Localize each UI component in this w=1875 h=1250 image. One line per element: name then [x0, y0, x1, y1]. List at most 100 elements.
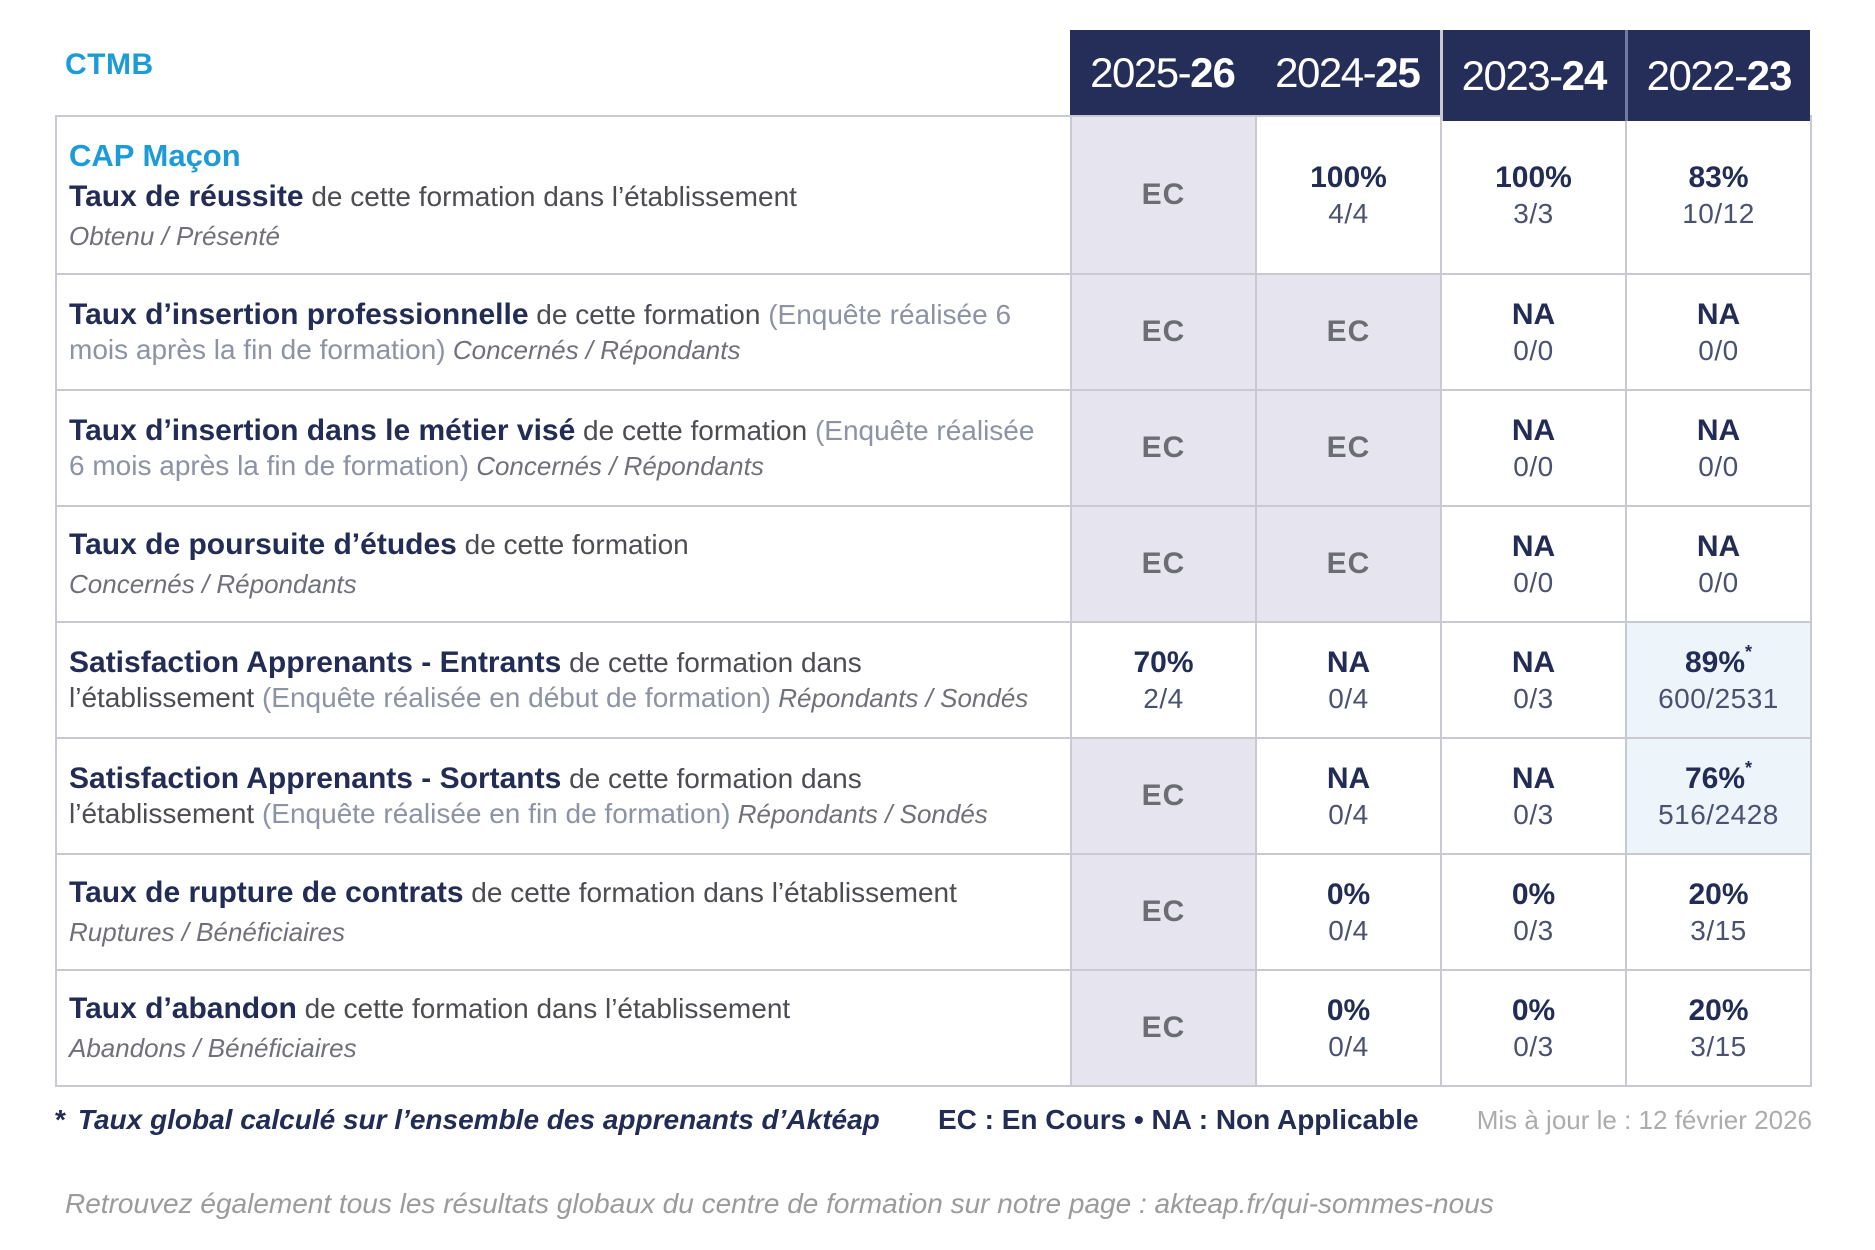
value-main: NA	[1511, 529, 1556, 563]
ec-value: EC	[1141, 315, 1186, 348]
row-label: CAP Maçon Taux de réussite de cette forma…	[57, 117, 1070, 273]
value-main: 20%	[1688, 877, 1749, 911]
value-cell: NA 0/4	[1255, 739, 1440, 853]
footnote: * Taux global calculé sur l’ensemble des …	[55, 1104, 880, 1136]
year-header-row: 2025- 26 2024- 25 2023- 24 2022- 23	[1070, 30, 1810, 121]
row-label: Taux d’insertion dans le métier visé de …	[57, 391, 1070, 505]
value-cell: EC	[1070, 391, 1255, 505]
ec-value: EC	[1141, 779, 1186, 812]
abbreviation-legend: EC : En Cours • NA : Non Applicable	[937, 1104, 1419, 1135]
value-cell: 0% 0/3	[1440, 855, 1625, 969]
value-fraction: 0/4	[1328, 798, 1369, 830]
value-fraction: 516/2428	[1658, 798, 1779, 830]
metric-desc: de cette formation dans l’établissement	[69, 646, 862, 714]
row-description: Taux d’insertion dans le métier visé de …	[69, 413, 1044, 484]
asterisk: *	[1745, 757, 1753, 778]
metric-sub: Concernés / Répondants	[468, 451, 764, 482]
asterisk: *	[1745, 641, 1753, 662]
value-cell: 83% 10/12	[1625, 117, 1810, 273]
table-row: Taux d’insertion dans le métier visé de …	[57, 389, 1810, 505]
program-title: CAP Maçon	[69, 138, 241, 174]
row-description: Taux de réussite de cette formation dans…	[69, 179, 1044, 216]
value-fraction: 0/4	[1328, 682, 1369, 714]
metric-paren: (Enquête réalisée 6 mois après la fin de…	[69, 298, 1012, 366]
value-cell: NA 0/3	[1440, 739, 1625, 853]
value-fraction: 2/4	[1143, 682, 1184, 714]
org-title: CTMB	[65, 48, 154, 81]
value-main: 83%	[1688, 160, 1749, 194]
metric-title: Taux d’insertion dans le métier visé	[69, 413, 576, 447]
row-description: Taux d’insertion professionnelle de cett…	[69, 297, 1044, 368]
value-fraction: 0/0	[1513, 566, 1554, 598]
metric-paren: (Enquête réalisée en début de formation)	[254, 682, 771, 714]
table-row: Satisfaction Apprenants - Entrants de ce…	[57, 621, 1810, 737]
year-header-solo-1: 2023- 24	[1443, 30, 1625, 121]
value-fraction: 0/0	[1698, 450, 1739, 482]
ec-value: EC	[1141, 547, 1186, 580]
table-row: Satisfaction Apprenants - Sortants de ce…	[57, 737, 1810, 853]
row-description: Satisfaction Apprenants - Entrants de ce…	[69, 645, 1044, 716]
year-header: 2024- 25	[1255, 30, 1440, 115]
value-fraction: 0/3	[1513, 1030, 1554, 1062]
metric-title: Taux de rupture de contrats	[69, 876, 464, 910]
value-cell: NA 0/0	[1625, 275, 1810, 389]
value-cell: EC	[1070, 117, 1255, 273]
value-fraction: 3/15	[1690, 1030, 1747, 1062]
year-bold: 23	[1746, 51, 1793, 99]
value-main: 0%	[1511, 993, 1556, 1027]
row-description: Taux de rupture de contrats de cette for…	[69, 875, 1044, 912]
metric-title: Taux de réussite	[69, 180, 304, 214]
bottom-note: Retrouvez également tous les résultats g…	[65, 1188, 1494, 1219]
metric-desc: de cette formation dans l’établissement	[296, 993, 791, 1025]
value-cell: EC	[1070, 971, 1255, 1085]
value-main: 70%	[1133, 645, 1194, 679]
metric-sub: Abandons / Bénéficiaires	[69, 1032, 357, 1063]
row-description: Satisfaction Apprenants - Sortants de ce…	[69, 761, 1044, 832]
metric-sub: Concernés / Répondants	[445, 335, 741, 366]
year-header: 2025- 26	[1070, 30, 1255, 115]
table-row: CAP Maçon Taux de réussite de cette forma…	[57, 117, 1810, 273]
value-fraction: 0/4	[1328, 914, 1369, 946]
value-fraction: 0/0	[1698, 566, 1739, 598]
value-main: 76%*	[1684, 757, 1753, 795]
value-cell: 100% 3/3	[1440, 117, 1625, 273]
year-header-separator	[1440, 30, 1443, 121]
value-cell: 100% 4/4	[1255, 117, 1440, 273]
metric-paren: (Enquête réalisée en fin de formation)	[254, 798, 731, 830]
value-fraction: 4/4	[1328, 197, 1369, 229]
year-header-solo-2: 2022- 23	[1628, 30, 1810, 121]
results-table: CAP Maçon Taux de réussite de cette forma…	[55, 115, 1812, 1087]
value-fraction: 3/15	[1690, 914, 1747, 946]
value-main: NA	[1511, 297, 1556, 331]
year-light: 2022-	[1646, 51, 1748, 99]
value-fraction: 600/2531	[1658, 682, 1779, 714]
table-row: Taux d’abandon de cette formation dans l…	[57, 969, 1810, 1085]
value-main: NA	[1326, 645, 1371, 679]
value-main: NA	[1696, 297, 1741, 331]
year-light: 2023-	[1461, 51, 1563, 99]
year-bold: 26	[1190, 48, 1236, 96]
value-main: 89%*	[1684, 641, 1753, 679]
value-main: NA	[1696, 529, 1741, 563]
year-header: 2022- 23	[1628, 30, 1810, 121]
year-header-group: 2025- 26 2024- 25	[1070, 30, 1440, 115]
table-row: Taux d’insertion professionnelle de cett…	[57, 273, 1810, 389]
value-cell: NA 0/0	[1440, 275, 1625, 389]
value-cell: NA 0/0	[1625, 507, 1810, 621]
year-bold: 25	[1375, 48, 1421, 96]
row-label: Taux de poursuite d’études de cette form…	[57, 507, 1070, 621]
footnote-text: Taux global calculé sur l’ensemble des a…	[77, 1104, 880, 1135]
top-bar: CTMB 2025- 26 2024- 25 2023- 24 2022- 23	[55, 0, 1812, 121]
table-row: Taux de rupture de contrats de cette for…	[57, 853, 1810, 969]
ec-value: EC	[1141, 1011, 1186, 1044]
row-description: Taux d’abandon de cette formation dans l…	[69, 991, 1044, 1028]
value-cell: NA 0/0	[1440, 391, 1625, 505]
metric-sub: Répondants / Sondés	[730, 799, 988, 830]
asterisk-marker: *	[55, 1104, 66, 1135]
value-fraction: 0/3	[1513, 914, 1554, 946]
metric-paren: (Enquête réalisée 6 mois après la fin de…	[69, 414, 1035, 482]
value-cell: EC	[1070, 855, 1255, 969]
metric-title: Taux d’insertion professionnelle	[69, 297, 529, 331]
year-bold: 24	[1561, 51, 1608, 99]
metric-desc: de cette formation dans l’établissement	[303, 181, 797, 213]
